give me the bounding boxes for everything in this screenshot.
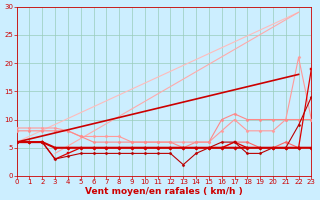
X-axis label: Vent moyen/en rafales ( km/h ): Vent moyen/en rafales ( km/h ) — [85, 187, 243, 196]
